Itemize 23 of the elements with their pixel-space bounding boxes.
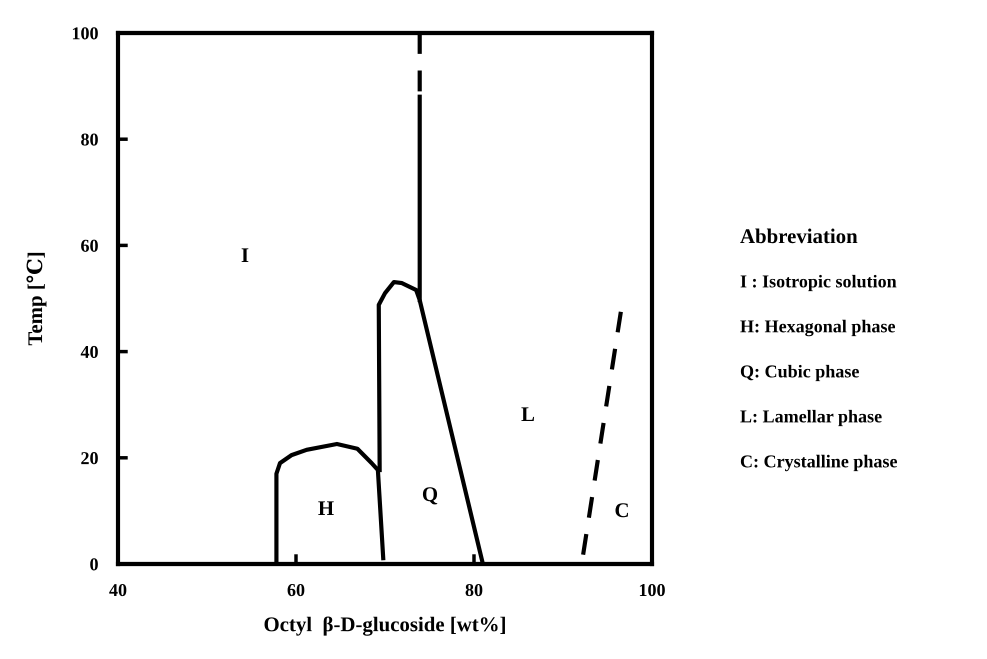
y-axis-title: Temp [℃] [26, 252, 46, 346]
text: Q: Cubic phase [740, 364, 859, 382]
annotation: C [615, 503, 628, 518]
text: Abbreviation [740, 228, 858, 244]
text: I : Isotropic solution [740, 274, 896, 292]
y-tick-label: 40 [80, 346, 98, 358]
y-tick-label: 80 [81, 133, 98, 146]
y-tick-label: 60 [81, 240, 98, 252]
annotation: H [318, 501, 334, 516]
annotation: L [521, 407, 534, 422]
y-tick-label: 20 [81, 452, 98, 464]
y-tick-label: 0 [90, 558, 98, 570]
annotation: Q [422, 487, 438, 504]
text: L: Lamellar phase [740, 410, 882, 426]
x-tick-label: 100 [640, 584, 665, 596]
text: C: Crystalline phase [740, 454, 898, 472]
text: H: Hexagonal phase [740, 320, 896, 336]
x-tick-label: 80 [466, 584, 482, 596]
y-tick-label: 100 [72, 27, 98, 40]
x-tick-label: 60 [288, 584, 304, 596]
annotation: I [242, 248, 248, 262]
x-tick-label: 40 [109, 584, 126, 596]
x-axis-title: Octyl β-D-glucoside [wt%] [264, 616, 505, 636]
